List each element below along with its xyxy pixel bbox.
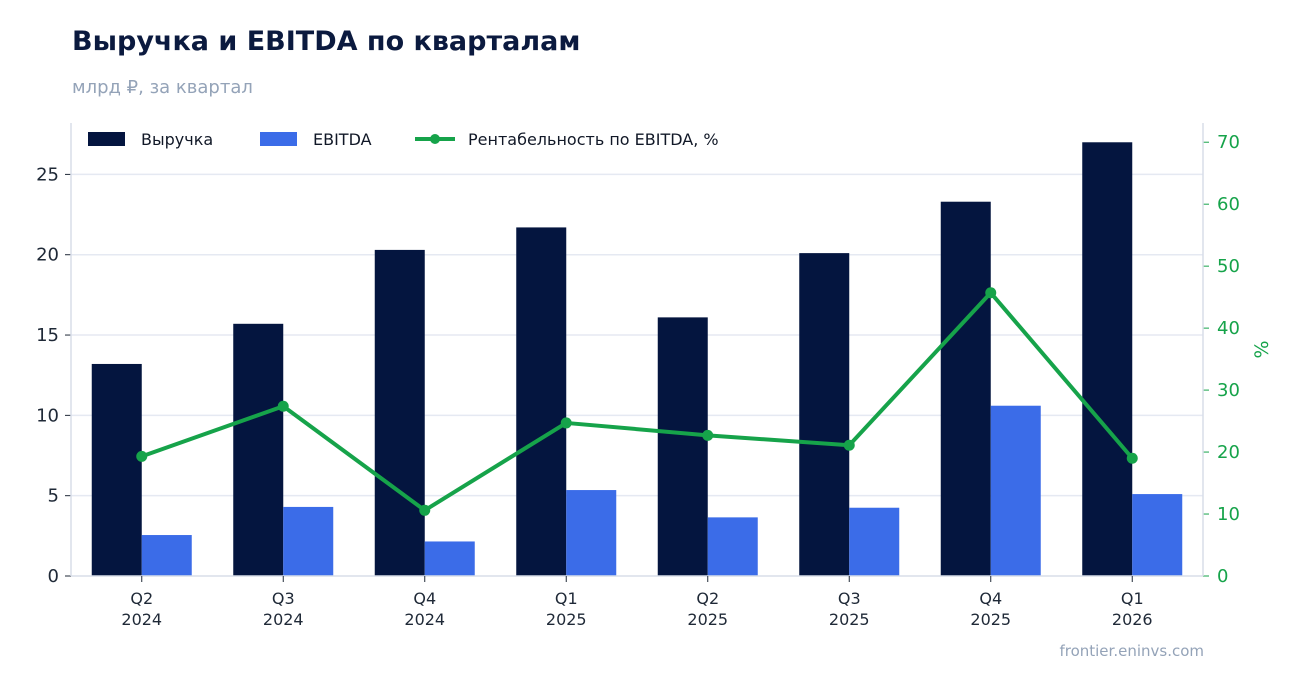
x-tick-label: Q4 [979, 589, 1002, 608]
axes-group: 0510152025010203040506070%Q22024Q32024Q4… [36, 123, 1273, 629]
margin-point [985, 287, 997, 299]
ebitda-bar [424, 541, 475, 576]
margin-line-group [136, 287, 1138, 516]
legend: Выручка EBITDA Рентабельность по EBITDA, % [88, 130, 719, 149]
ebitda-bar [283, 506, 334, 576]
x-tick-label: 2025 [829, 610, 870, 629]
ebitda-bar [566, 490, 617, 576]
ebitda-bar [1132, 494, 1183, 576]
y2-tick-label: 30 [1217, 380, 1240, 401]
revenue-bar [940, 201, 991, 576]
revenue-bar [1082, 142, 1133, 576]
ebitda-bar [849, 507, 900, 576]
margin-point [702, 429, 714, 441]
margin-line [141, 290, 1134, 513]
x-tick-label: Q3 [838, 589, 861, 608]
x-tick-label: 2026 [1112, 610, 1153, 629]
margin-point [277, 400, 289, 412]
margin-point [419, 504, 431, 516]
x-tick-label: Q2 [130, 589, 153, 608]
source-label: frontier.eninvs.com [1059, 642, 1204, 660]
x-tick-label: 2024 [404, 610, 445, 629]
margin-point [843, 439, 855, 451]
y2-tick-label: 60 [1217, 194, 1240, 215]
y-tick-label: 20 [36, 245, 59, 266]
x-tick-label: 2025 [687, 610, 728, 629]
revenue-bar [91, 363, 142, 576]
y-tick-label: 5 [48, 486, 59, 507]
y2-tick-label: 50 [1217, 256, 1240, 277]
margin-point [1126, 452, 1138, 464]
x-tick-label: 2025 [970, 610, 1011, 629]
x-tick-label: Q1 [555, 589, 578, 608]
revenue-bar [657, 317, 708, 576]
x-tick-label: 2025 [546, 610, 587, 629]
revenue-bar [374, 249, 425, 577]
legend-label-margin: Рентабельность по EBITDA, % [468, 130, 719, 149]
revenue-bar [233, 323, 284, 576]
y-tick-label: 15 [36, 325, 59, 346]
x-tick-label: Q4 [413, 589, 436, 608]
y2-tick-label: 20 [1217, 442, 1240, 463]
x-tick-label: 2024 [263, 610, 304, 629]
legend-swatch-revenue [88, 132, 125, 146]
y-tick-label: 10 [36, 405, 59, 426]
y2-axis-label: % [1251, 340, 1273, 358]
ebitda-bar [141, 535, 192, 576]
y-tick-label: 25 [36, 164, 59, 185]
x-tick-label: 2024 [121, 610, 162, 629]
revenue-bar [799, 253, 850, 577]
y2-tick-label: 0 [1217, 566, 1228, 587]
y-tick-label: 0 [48, 566, 59, 587]
x-tick-label: Q2 [696, 589, 719, 608]
chart-title: Выручка и EBITDA по кварталам [72, 26, 581, 57]
x-tick-label: Q3 [272, 589, 295, 608]
y2-tick-label: 40 [1217, 318, 1240, 339]
legend-label-revenue: Выручка [141, 130, 213, 149]
legend-label-ebitda: EBITDA [313, 130, 372, 149]
margin-point [560, 417, 572, 429]
chart-subtitle: млрд ₽, за квартал [72, 77, 253, 98]
legend-swatch-ebitda [260, 132, 297, 146]
ebitda-bar [990, 405, 1041, 576]
x-tick-label: Q1 [1121, 589, 1144, 608]
revenue-bar [516, 227, 567, 576]
legend-marker-margin [430, 134, 440, 144]
margin-point [136, 450, 148, 462]
y2-tick-label: 10 [1217, 504, 1240, 525]
y2-tick-label: 70 [1217, 132, 1240, 153]
ebitda-bar [707, 517, 758, 576]
bars-group [91, 142, 1183, 577]
